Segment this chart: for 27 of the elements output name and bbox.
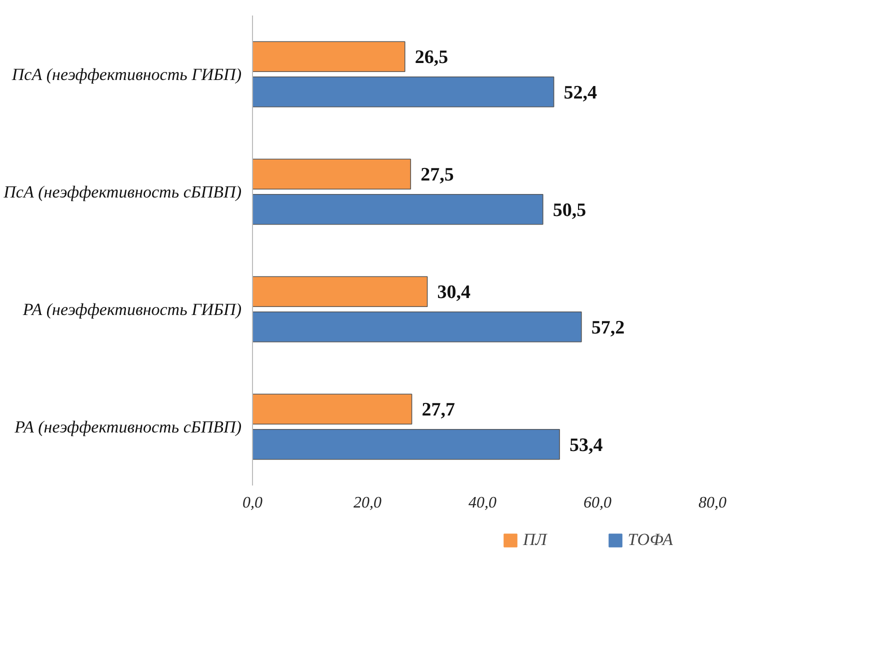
data-label: 26,5	[414, 47, 448, 68]
x-tick-label: 40,0	[468, 494, 496, 512]
legend-label: ПЛ	[523, 530, 547, 550]
data-label: 30,4	[437, 282, 472, 304]
y-tick-label: РА (неэффективность сБПВП)	[14, 417, 242, 436]
x-tick-label: 80,0	[698, 494, 726, 512]
bar	[252, 41, 406, 72]
bar	[252, 276, 428, 308]
y-tick-label: ПсА (неэффективность сБПВП)	[2, 182, 242, 202]
data-label: 52,4	[564, 82, 598, 104]
x-tick-label: 0,0	[242, 494, 262, 512]
data-label: 53,4	[570, 434, 604, 456]
bar	[252, 76, 554, 108]
data-label: 27,5	[420, 164, 454, 186]
data-label: 50,5	[552, 200, 586, 221]
bar	[252, 194, 544, 225]
data-label: 27,7	[422, 400, 456, 421]
bar	[252, 311, 582, 342]
x-tick-label: 20,0	[354, 494, 382, 512]
y-tick-label: ПсА (неэффективность ГИБП)	[10, 64, 242, 84]
y-tick-label: РА (неэффективность ГИБП)	[22, 300, 242, 319]
x-tick-label: 60,0	[584, 494, 612, 512]
bar	[252, 158, 412, 190]
data-label: 57,2	[591, 317, 625, 338]
bar	[252, 428, 560, 460]
legend-label: ТОФА	[628, 530, 673, 550]
bar	[252, 394, 412, 425]
